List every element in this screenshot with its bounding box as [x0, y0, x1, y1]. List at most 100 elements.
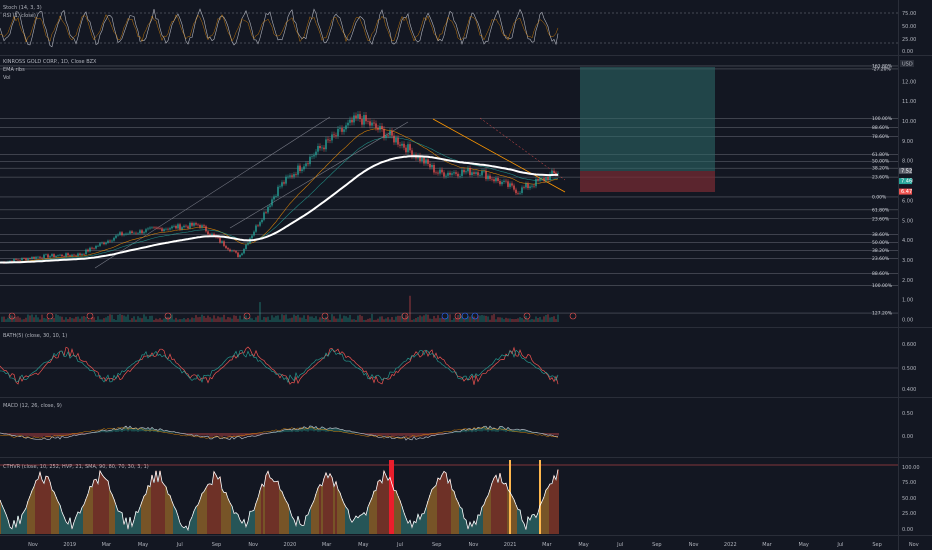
macd-pane[interactable]: MACD (12, 26, close, 9) 0.50 0.00 [0, 403, 913, 441]
macd-hist-bar [545, 433, 547, 435]
time-tick: Jul [616, 542, 623, 548]
macd-hist-bar [419, 433, 421, 437]
cthvr-bar [25, 508, 27, 534]
candle-body [83, 253, 85, 255]
cthvr-bar [281, 491, 283, 534]
cthvr-bar [371, 497, 373, 534]
rising-trendline[interactable] [229, 121, 409, 229]
bbwp-pane[interactable]: BATH(5) (close, 30, 10, 1) 0.600 0.500 0… [0, 333, 916, 393]
cthvr-bar [31, 490, 33, 534]
volume-bar [255, 317, 257, 322]
volume-bar [383, 319, 385, 322]
cthvr-bar [331, 477, 333, 534]
time-tick: Nov [469, 542, 479, 548]
main-pane[interactable]: KINROSS GOLD CORP., 1D, Close BZX EMA ri… [0, 59, 916, 324]
candle-body [13, 258, 15, 263]
cthvr-bar [47, 476, 49, 534]
macd-hist-bar [291, 430, 293, 433]
macd-hist-bar [367, 433, 369, 435]
long-position-stop-zone[interactable] [580, 171, 715, 192]
cthvr-bar [45, 476, 47, 534]
time-tick: 2019 [63, 542, 76, 548]
volume-bar [461, 315, 463, 322]
volume-bar [405, 314, 407, 322]
cthvr-bar [189, 521, 191, 534]
macd-hist-bar [491, 428, 493, 432]
macd-hist-bar [373, 433, 375, 435]
red-dashed-trendline[interactable] [479, 117, 566, 181]
volume-bar [431, 318, 433, 322]
candle-body [527, 183, 529, 189]
volume-bar [111, 314, 113, 322]
macd-hist-bar [33, 433, 35, 437]
macd-hist-bar [287, 429, 289, 432]
cthvr-bar [345, 507, 347, 534]
cthvr-bar [293, 519, 295, 534]
volume-bar [513, 319, 515, 322]
currency-badge[interactable] [900, 60, 914, 67]
cthvr-bar [9, 527, 11, 534]
time-axis[interactable]: Nov 2019 Mar May Jul Sep Nov 2020 Mar May Jul Sep No… [28, 542, 919, 548]
volume-bar [215, 318, 217, 322]
cthvr-bar [429, 495, 431, 534]
cthvr-bar [65, 521, 67, 534]
macd-hist-bar [29, 433, 31, 437]
cthvr-bar [517, 509, 519, 534]
macd-hist-bar [309, 425, 311, 431]
cthvr-bar [97, 483, 99, 534]
volume-bar [133, 316, 135, 322]
cthvr-bar [63, 516, 65, 534]
cthvr-bar [493, 478, 495, 534]
candle-body [357, 114, 359, 119]
volume-bar [53, 317, 55, 322]
volume-bar [147, 319, 149, 322]
stoch-pane[interactable]: Stoch (14, 3, 3) RSI (1, close) 75.00 50… [0, 5, 916, 55]
candle-body [349, 119, 351, 123]
candle-body [251, 235, 253, 239]
macd-hist-bar [437, 433, 439, 435]
volume-bar [271, 315, 273, 322]
cthvr-bar [59, 505, 61, 534]
price-badge [899, 188, 912, 195]
macd-hist-bar [477, 427, 479, 432]
dividend-marker [441, 312, 449, 320]
macd-hist-bar [135, 427, 137, 432]
volume-bar [385, 318, 387, 322]
candle-body [133, 232, 135, 234]
cthvr-bar [113, 499, 115, 534]
candle-body [301, 169, 303, 171]
price-tick: 0.00 [902, 318, 913, 324]
volume-bar [451, 319, 453, 322]
volume-bar [347, 317, 349, 322]
macd-hist-bar [257, 433, 259, 435]
candle-body [405, 147, 407, 153]
currency-badge-label: USD [902, 62, 913, 68]
cthvr-bar [135, 511, 137, 534]
cthvr-bar [255, 503, 257, 534]
macd-signal-line [0, 426, 559, 439]
cthvr-pane[interactable]: CTHVR (close, 10, 252, HVP, 21, SMA, 90,… [0, 460, 920, 534]
study-ema-ribs-label: EMA ribs [3, 67, 25, 73]
candle-body [313, 155, 315, 157]
volume-bar [495, 319, 497, 322]
cthvr-bar [485, 498, 487, 534]
volume-bar [429, 318, 431, 322]
cthvr-bar [231, 506, 233, 534]
macd-hist-bar [305, 427, 307, 432]
macd-hist-bar [215, 433, 217, 436]
cthvr-bar [317, 487, 319, 534]
candle-body [299, 165, 301, 171]
upper-channel-trendline[interactable] [94, 116, 331, 269]
candle-body [309, 156, 311, 165]
long-position-target-zone[interactable] [580, 67, 715, 171]
volume-bar [541, 319, 543, 322]
fib-level-label: 23.60% [872, 256, 890, 262]
volume-bar [425, 314, 427, 322]
volume-bar [253, 319, 255, 322]
price-tick: 5.00 [902, 218, 913, 224]
candle-body [461, 169, 463, 176]
cthvr-bar [271, 479, 273, 534]
candle-body [209, 234, 211, 236]
bbwp-tick-0500: 0.500 [902, 366, 916, 372]
